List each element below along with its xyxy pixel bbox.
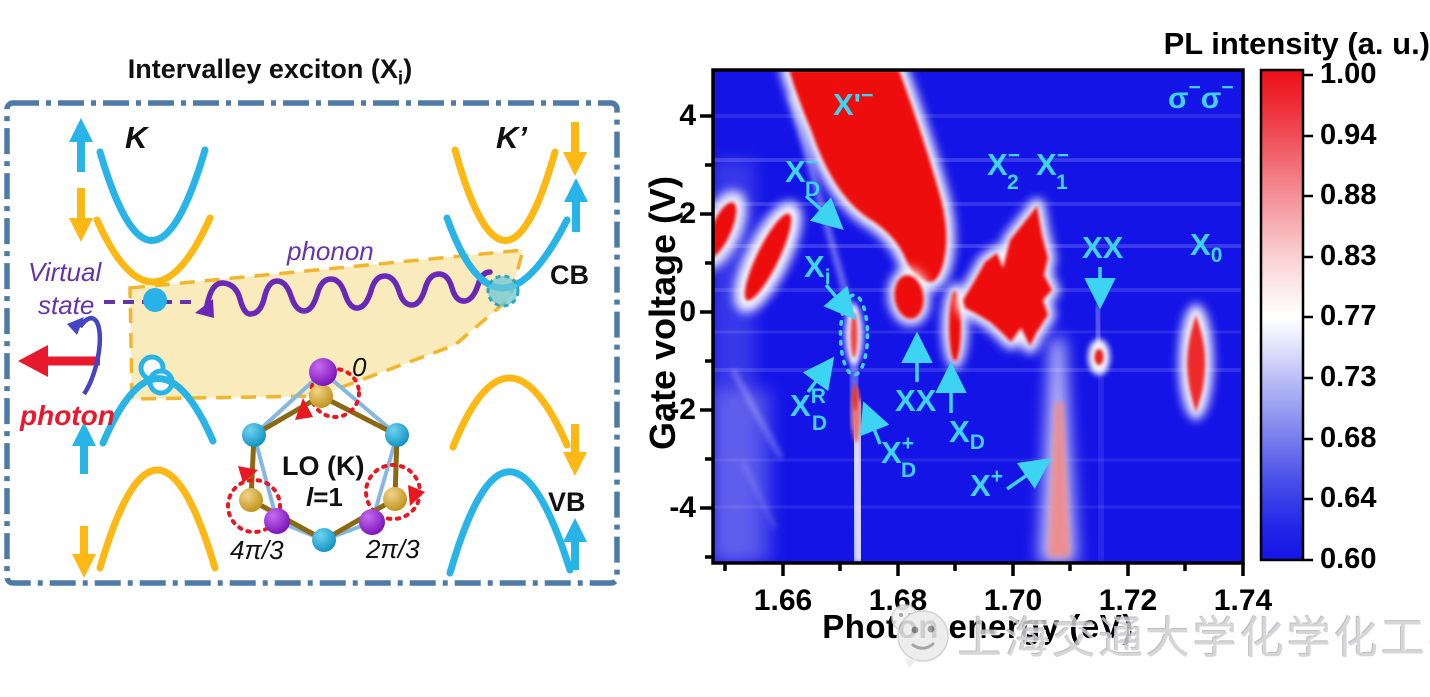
- x-tick-172: 1.72: [1098, 584, 1158, 617]
- photon-label: photon: [19, 400, 115, 431]
- y-tick-0: 0: [679, 295, 696, 328]
- hexagon-lattice: [226, 358, 425, 552]
- phonon-label: phonon: [286, 236, 374, 266]
- x-axis-title: Photon energy (eV): [822, 608, 1134, 645]
- vb-parabola-kp-cyan: [446, 468, 574, 577]
- atom-purple-top: [309, 358, 337, 386]
- y-tick-m2: -2: [669, 393, 696, 426]
- phonon-arrowhead: [195, 299, 214, 318]
- arrow-xd-r: [802, 356, 835, 394]
- cb-tick-100: 1.00: [1320, 58, 1377, 90]
- label-xd: XD: [949, 414, 985, 454]
- watermark-text: 上海交通大学化学化工学院: [958, 614, 1430, 663]
- virtual-state-label-2: state: [38, 290, 94, 320]
- feature-x-plus-band: [1039, 338, 1077, 563]
- y-tick-m4: -4: [669, 491, 696, 524]
- heatmap-canvas: X'− σ−σ− X− D Xi XR D X+ D XX− XD X+ X− 2 X−…: [713, 70, 1243, 563]
- label-x-plus: X+: [970, 465, 1003, 503]
- valley-kp-label: K’: [496, 120, 527, 155]
- cb-tick-068: 0.68: [1320, 422, 1377, 454]
- colorbar-ticks: [1303, 73, 1313, 562]
- spin-arrows-k-cb: [69, 118, 93, 242]
- phase-2pi3-label: 2π/3: [365, 534, 420, 564]
- feature-xx: [1088, 304, 1110, 563]
- label-xi: Xi: [804, 249, 831, 289]
- cb-tick-064: 0.64: [1320, 482, 1377, 514]
- intervalley-exciton-diagram: K K’ CB VB Virtual state phonon photon 0…: [4, 100, 620, 586]
- phase-0-label: 0: [352, 352, 367, 382]
- rotation-arrowhead-right: [408, 485, 425, 506]
- cb-label: CB: [550, 260, 589, 290]
- x-tick-166: 1.66: [753, 584, 813, 617]
- polarization-loop-icon: [67, 316, 103, 396]
- cb-tick-073: 0.73: [1320, 361, 1377, 393]
- atom-gold-left: [239, 488, 263, 512]
- atom-gold-right: [383, 487, 407, 511]
- phonon-mode-label: LO (K): [282, 451, 364, 481]
- label-xd-plus: X+ D: [881, 432, 916, 482]
- label-xd-minus: X− D: [785, 151, 820, 201]
- y-tick-4: 4: [679, 99, 696, 132]
- cb-parabola-kp-yellow: [451, 146, 559, 244]
- feature-x0: [1179, 225, 1213, 563]
- electron-kp: [486, 274, 520, 308]
- vb-parabola-kp-yellow: [449, 374, 571, 451]
- cb-tick-077: 0.77: [1320, 300, 1377, 332]
- y-tick-2: 2: [679, 197, 696, 230]
- x-tick-174: 1.74: [1213, 584, 1273, 617]
- cb-parabola-k-cyan: [96, 146, 209, 244]
- photon-arrow: [18, 345, 100, 377]
- diagram-border: [4, 100, 620, 586]
- pl-heatmap-panel: X'− σ−σ− X− D Xi XR D X+ D XX− XD X+ X− 2 X−…: [700, 68, 1313, 576]
- cb-tick-083: 0.83: [1320, 240, 1377, 272]
- label-xx: XX: [1082, 230, 1124, 265]
- plot-border: [711, 68, 1245, 565]
- cb-tick-088: 0.88: [1320, 179, 1377, 211]
- spin-arrows-kp-cb: [563, 122, 588, 232]
- cb-tick-094: 0.94: [1320, 119, 1377, 151]
- angular-momentum-label: l=1: [306, 482, 343, 512]
- virtual-electron: [143, 288, 167, 312]
- phonon-wave: [195, 269, 493, 318]
- arrow-xd-minus: [804, 194, 844, 231]
- atom-gold-top: [309, 384, 333, 408]
- vb-parabola-k-yellow: [96, 466, 219, 572]
- feature-x1-x2-region: [955, 170, 1060, 354]
- colorbar-title: PL intensity (a. u.): [1163, 26, 1430, 61]
- label-xprime-minus: X'−: [833, 84, 873, 122]
- label-x1-minus: X− 1: [1036, 144, 1069, 194]
- vb-parabola-k-cyan: [99, 375, 217, 447]
- label-x0: X0: [1190, 227, 1222, 267]
- arrow-x-plus: [1006, 458, 1052, 491]
- cb-parabola-k-yellow: [93, 214, 214, 286]
- axis-ticks: [700, 114, 1245, 576]
- label-xd-r: XR D: [790, 385, 827, 435]
- colorbar: [1259, 68, 1313, 562]
- heatmap-annotations: X'− σ−σ− X− D Xi XR D X+ D XX− XD X+ X− 2 X−…: [785, 76, 1234, 503]
- label-x2-minus: X− 2: [987, 144, 1020, 194]
- watermark-logo-icon: [891, 604, 949, 668]
- left-panel-title: Intervalley exciton (Xi): [127, 54, 413, 90]
- spin-arrows-kp-vb: [563, 424, 587, 570]
- atom-cyan-top-right: [385, 423, 409, 447]
- x-tick-170: 1.70: [983, 584, 1043, 617]
- y-axis-title: Gate voltage (V): [642, 175, 683, 451]
- virtual-state-label-1: Virtual: [28, 257, 102, 287]
- label-sigma-sigma: σ−σ−: [1168, 76, 1234, 115]
- phase-4pi3-label: 4π/3: [230, 535, 284, 565]
- arrow-xi: [823, 283, 856, 320]
- spin-arrows-k-vb: [72, 422, 96, 578]
- vb-label: VB: [548, 487, 586, 517]
- atom-cyan-top-left: [242, 423, 266, 447]
- feature-xx-minus: [887, 268, 931, 326]
- rotation-arrowhead-top: [295, 398, 313, 420]
- rotation-arrowhead-left: [238, 466, 258, 483]
- cb-tick-060: 0.60: [1320, 543, 1377, 575]
- atom-purple-bottom-left: [264, 508, 290, 534]
- atom-purple-bottom-right: [359, 509, 385, 535]
- valley-k-label: K: [125, 120, 150, 155]
- arrow-xd-plus: [860, 401, 890, 445]
- atom-cyan-bottom: [312, 528, 336, 552]
